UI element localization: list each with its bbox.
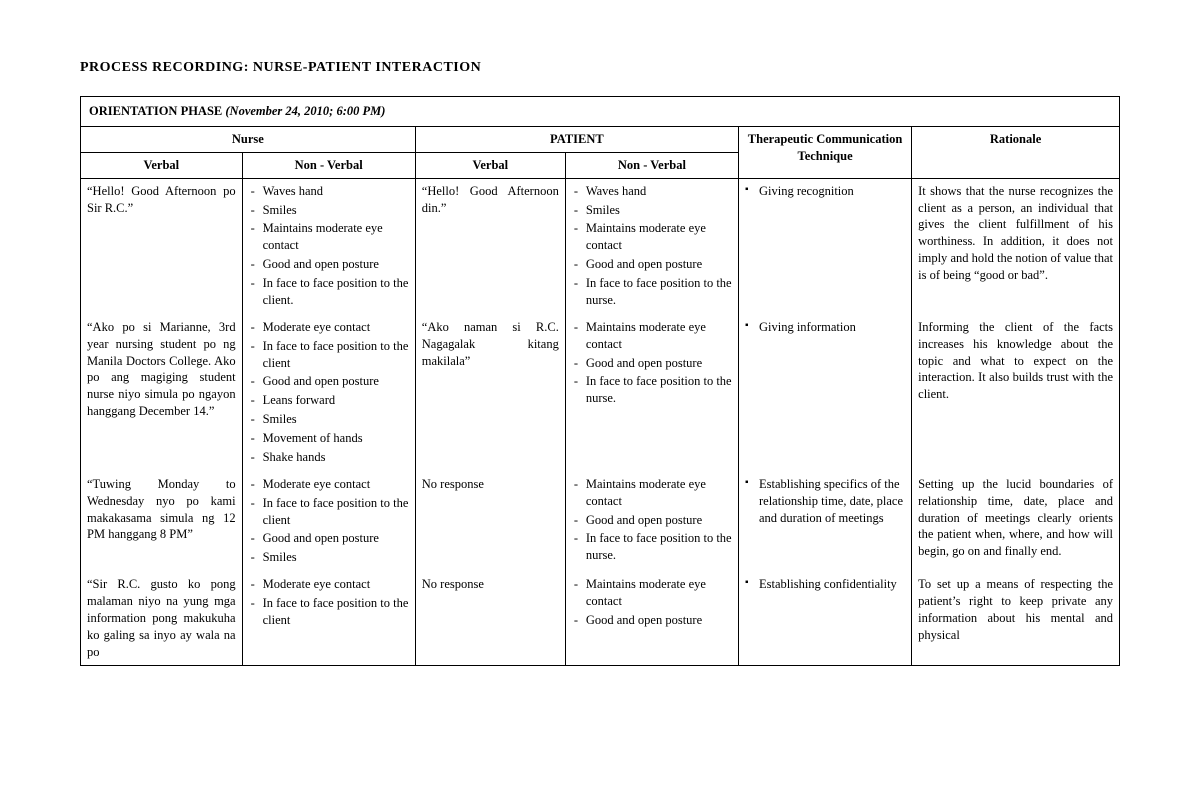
table-row: “Hello! Good Afternoon po Sir R.C.”Waves…	[81, 178, 1120, 315]
patient-verbal: “Ako naman si R.C. Nagagalak kitang maki…	[415, 315, 565, 472]
patient-verbal: “Hello! Good Afternoon din.”	[415, 178, 565, 315]
phase-datetime: (November 24, 2010; 6:00 PM)	[225, 104, 385, 118]
list-item: Smiles	[263, 202, 409, 219]
nurse-nonverbal: Moderate eye contact In face to face posi…	[242, 472, 415, 572]
list-item: In face to face position to the client	[263, 595, 409, 629]
rationale: To set up a means of respecting the pati…	[912, 572, 1120, 665]
list-item: Waves hand	[263, 183, 409, 200]
list-item: Good and open posture	[263, 373, 409, 390]
document-title: PROCESS RECORDING: NURSE-PATIENT INTERAC…	[80, 60, 1120, 76]
header-nurse: Nurse	[81, 126, 416, 152]
list-item: Moderate eye contact	[263, 576, 409, 593]
list-item: Giving information	[759, 319, 905, 336]
list-item: Establishing specifics of the relationsh…	[759, 476, 905, 527]
list-item: Leans forward	[263, 392, 409, 409]
rationale: Setting up the lucid boundaries of relat…	[912, 472, 1120, 572]
list-item: Shake hands	[263, 449, 409, 466]
list-item: Smiles	[263, 411, 409, 428]
list-item: Movement of hands	[263, 430, 409, 447]
list-item: In face to face position to the nurse.	[586, 275, 732, 309]
list-item: Smiles	[586, 202, 732, 219]
list-item: Good and open posture	[586, 256, 732, 273]
nurse-nonverbal: Waves hand SmilesMaintains moderate eye c…	[242, 178, 415, 315]
rationale: It shows that the nurse recognizes the c…	[912, 178, 1120, 315]
technique: Giving recognition	[738, 178, 911, 315]
nurse-verbal: “Tuwing Monday to Wednesday nyo po kami …	[81, 472, 243, 572]
header-patient-nonverbal: Non - Verbal	[565, 152, 738, 178]
list-item: In face to face position to the client	[263, 338, 409, 372]
list-item: Good and open posture	[263, 530, 409, 547]
list-item: Good and open posture	[586, 355, 732, 372]
phase-label: ORIENTATION PHASE	[89, 104, 222, 118]
list-item: In face to face position to the client	[263, 495, 409, 529]
table-row: “Tuwing Monday to Wednesday nyo po kami …	[81, 472, 1120, 572]
list-item: Good and open posture	[586, 612, 732, 629]
nurse-verbal: “Hello! Good Afternoon po Sir R.C.”	[81, 178, 243, 315]
header-nurse-verbal: Verbal	[81, 152, 243, 178]
nurse-nonverbal: Moderate eye contact In face to face posi…	[242, 572, 415, 665]
list-item: Moderate eye contact	[263, 319, 409, 336]
list-item: In face to face position to the nurse.	[586, 530, 732, 564]
patient-verbal: No response	[415, 472, 565, 572]
header-patient: PATIENT	[415, 126, 738, 152]
technique: Establishing specifics of the relationsh…	[738, 472, 911, 572]
nurse-nonverbal: Moderate eye contact In face to face posi…	[242, 315, 415, 472]
nurse-verbal: “Sir R.C. gusto ko pong malaman niyo na …	[81, 572, 243, 665]
patient-nonverbal: Maintains moderate eye contact Good and o…	[565, 472, 738, 572]
technique: Establishing confidentiality	[738, 572, 911, 665]
header-therapeutic: Therapeutic Communication Technique	[738, 126, 911, 178]
list-item: Establishing confidentiality	[759, 576, 905, 593]
list-item: Good and open posture	[263, 256, 409, 273]
list-item: Maintains moderate eye contact	[586, 476, 732, 510]
list-item: Giving recognition	[759, 183, 905, 200]
technique: Giving information	[738, 315, 911, 472]
list-item: Maintains moderate eye contact	[263, 220, 409, 254]
list-item: Maintains moderate eye contact	[586, 576, 732, 610]
patient-nonverbal: Waves hand SmilesMaintains moderate eye c…	[565, 178, 738, 315]
table-row: “Sir R.C. gusto ko pong malaman niyo na …	[81, 572, 1120, 665]
phase-row: ORIENTATION PHASE (November 24, 2010; 6:…	[81, 97, 1120, 127]
header-nurse-nonverbal: Non - Verbal	[242, 152, 415, 178]
list-item: In face to face position to the client.	[263, 275, 409, 309]
nurse-verbal: “Ako po si Marianne, 3rd year nursing st…	[81, 315, 243, 472]
header-row-1: Nurse PATIENT Therapeutic Communication …	[81, 126, 1120, 152]
list-item: Maintains moderate eye contact	[586, 319, 732, 353]
list-item: Smiles	[263, 549, 409, 566]
table-row: “Ako po si Marianne, 3rd year nursing st…	[81, 315, 1120, 472]
list-item: In face to face position to the nurse.	[586, 373, 732, 407]
patient-verbal: No response	[415, 572, 565, 665]
list-item: Waves hand	[586, 183, 732, 200]
header-rationale: Rationale	[912, 126, 1120, 178]
list-item: Maintains moderate eye contact	[586, 220, 732, 254]
header-patient-verbal: Verbal	[415, 152, 565, 178]
list-item: Good and open posture	[586, 512, 732, 529]
patient-nonverbal: Maintains moderate eye contact Good and o…	[565, 572, 738, 665]
rationale: Informing the client of the facts increa…	[912, 315, 1120, 472]
patient-nonverbal: Maintains moderate eye contact Good and o…	[565, 315, 738, 472]
list-item: Moderate eye contact	[263, 476, 409, 493]
process-recording-table: ORIENTATION PHASE (November 24, 2010; 6:…	[80, 96, 1120, 666]
